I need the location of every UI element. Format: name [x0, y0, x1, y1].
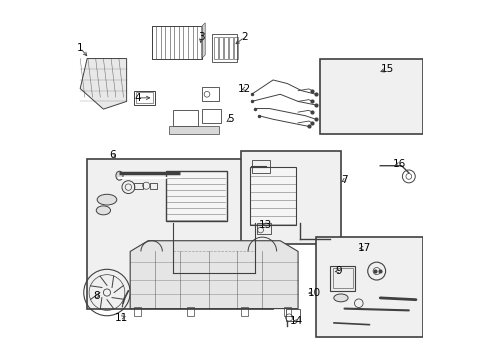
Bar	[151, 26, 201, 59]
Polygon shape	[80, 59, 126, 109]
Text: 7: 7	[341, 175, 347, 185]
Bar	[224, 37, 228, 59]
Text: 11: 11	[114, 312, 128, 323]
Bar	[329, 266, 354, 291]
Text: 12: 12	[237, 84, 251, 94]
Text: 9: 9	[335, 266, 342, 276]
Text: 8: 8	[93, 291, 100, 301]
Bar	[201, 87, 219, 102]
Bar	[285, 309, 299, 321]
Bar	[135, 93, 153, 103]
Text: 17: 17	[357, 243, 370, 253]
Bar	[212, 33, 237, 62]
Bar	[319, 59, 422, 134]
Bar	[251, 160, 269, 173]
Bar	[149, 183, 157, 189]
Polygon shape	[201, 23, 205, 59]
Bar	[201, 109, 221, 123]
Ellipse shape	[116, 171, 123, 180]
Text: 10: 10	[307, 288, 320, 297]
Bar	[283, 307, 290, 316]
Bar	[134, 91, 155, 105]
Polygon shape	[130, 241, 298, 309]
Bar	[187, 307, 194, 316]
Polygon shape	[169, 126, 219, 134]
Bar	[257, 223, 271, 234]
Bar	[249, 167, 296, 225]
Text: 16: 16	[392, 159, 406, 169]
Bar	[229, 37, 233, 59]
Bar	[315, 237, 422, 337]
Text: 1: 1	[77, 43, 83, 53]
Ellipse shape	[96, 206, 110, 215]
Text: 6: 6	[109, 150, 115, 160]
Bar	[241, 152, 340, 244]
Text: 13: 13	[258, 220, 271, 230]
Bar	[241, 307, 247, 316]
Text: 14: 14	[289, 316, 302, 326]
Bar	[332, 268, 352, 288]
Bar	[214, 37, 218, 59]
Bar	[173, 111, 198, 126]
Bar	[165, 171, 226, 221]
Bar	[134, 183, 142, 189]
Bar	[87, 158, 272, 309]
Bar	[219, 37, 223, 59]
Text: 2: 2	[241, 32, 247, 42]
Ellipse shape	[97, 194, 117, 205]
Text: 3: 3	[198, 32, 204, 42]
Text: 5: 5	[226, 114, 233, 124]
Text: 4: 4	[134, 93, 141, 103]
Bar	[134, 307, 141, 316]
Text: 15: 15	[380, 64, 393, 74]
Ellipse shape	[333, 294, 347, 302]
Bar	[234, 37, 238, 59]
